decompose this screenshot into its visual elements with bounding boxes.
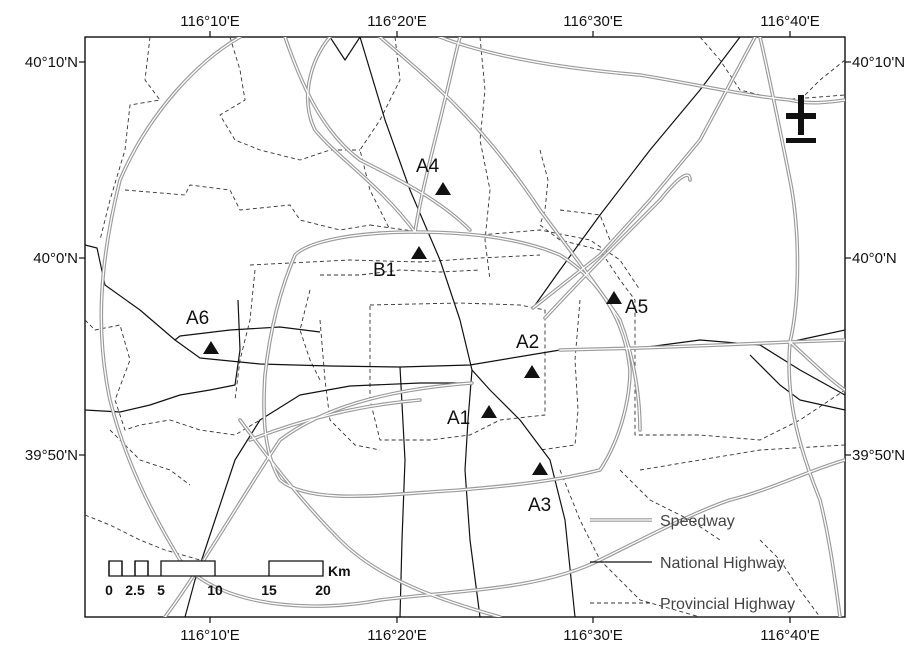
scale-label: 0 [105,582,113,598]
site-a5-marker [606,291,622,304]
legend-label: Speedway [660,513,735,530]
site-a4-label: A4 [416,156,440,177]
graticule-ticks [79,31,851,623]
site-a3-marker [532,462,548,475]
legend-label: Provincial Highway [660,596,795,613]
lat-label-right: 39°50'N [852,447,905,464]
scale-label: 15 [261,582,277,598]
lat-label-left: 39°50'N [25,447,78,464]
legend-item-national-highway: National Highway [590,555,785,572]
site-a6-label: A6 [186,308,209,329]
map-frame [84,36,846,618]
site-b1-label: B1 [373,260,396,281]
scale-unit: Km [328,563,351,579]
legend-item-speedway: Speedway [590,513,735,530]
legend-label: National Highway [660,555,785,572]
site-a6-marker [203,341,219,354]
site-a4-marker [435,182,451,195]
lon-label-top: 116°10'E [180,13,239,30]
scale-bar: 0 2.5 5 10 15 20 Km [105,560,351,598]
lon-label-bottom: 116°10'E [180,627,239,644]
scale-label: 5 [157,582,165,598]
lon-label-top: 116°20'E [367,13,426,30]
lat-label-right: 40°0'N [852,250,897,267]
site-a3-label: A3 [528,495,551,516]
site-a2-label: A2 [516,332,539,353]
lon-label-top: 116°40'E [760,13,819,30]
lat-label-left: 40°10'N [25,54,78,71]
site-a1-marker [481,405,497,418]
site-a5-label: A5 [625,297,648,318]
site-markers: A4 B1 A5 A6 A2 A1 A3 [186,156,648,516]
scale-label: 10 [207,582,223,598]
legend: Speedway National Highway Provincial Hig… [590,513,795,613]
scale-label: 20 [315,582,331,598]
lon-label-bottom: 116°20'E [367,627,426,644]
lon-label-top: 116°30'E [563,13,622,30]
lat-label-left: 40°0'N [33,250,78,267]
site-a1-label: A1 [447,408,470,429]
speedways [99,37,845,617]
north-arrow-icon [786,95,816,143]
lon-label-bottom: 116°30'E [563,627,622,644]
scale-label: 2.5 [125,582,145,598]
lat-label-right: 40°10'N [852,54,905,71]
site-b1-marker [411,246,427,259]
site-a2-marker [524,365,540,378]
lon-label-bottom: 116°40'E [760,627,819,644]
legend-item-provincial-highway: Provincial Highway [590,596,795,613]
